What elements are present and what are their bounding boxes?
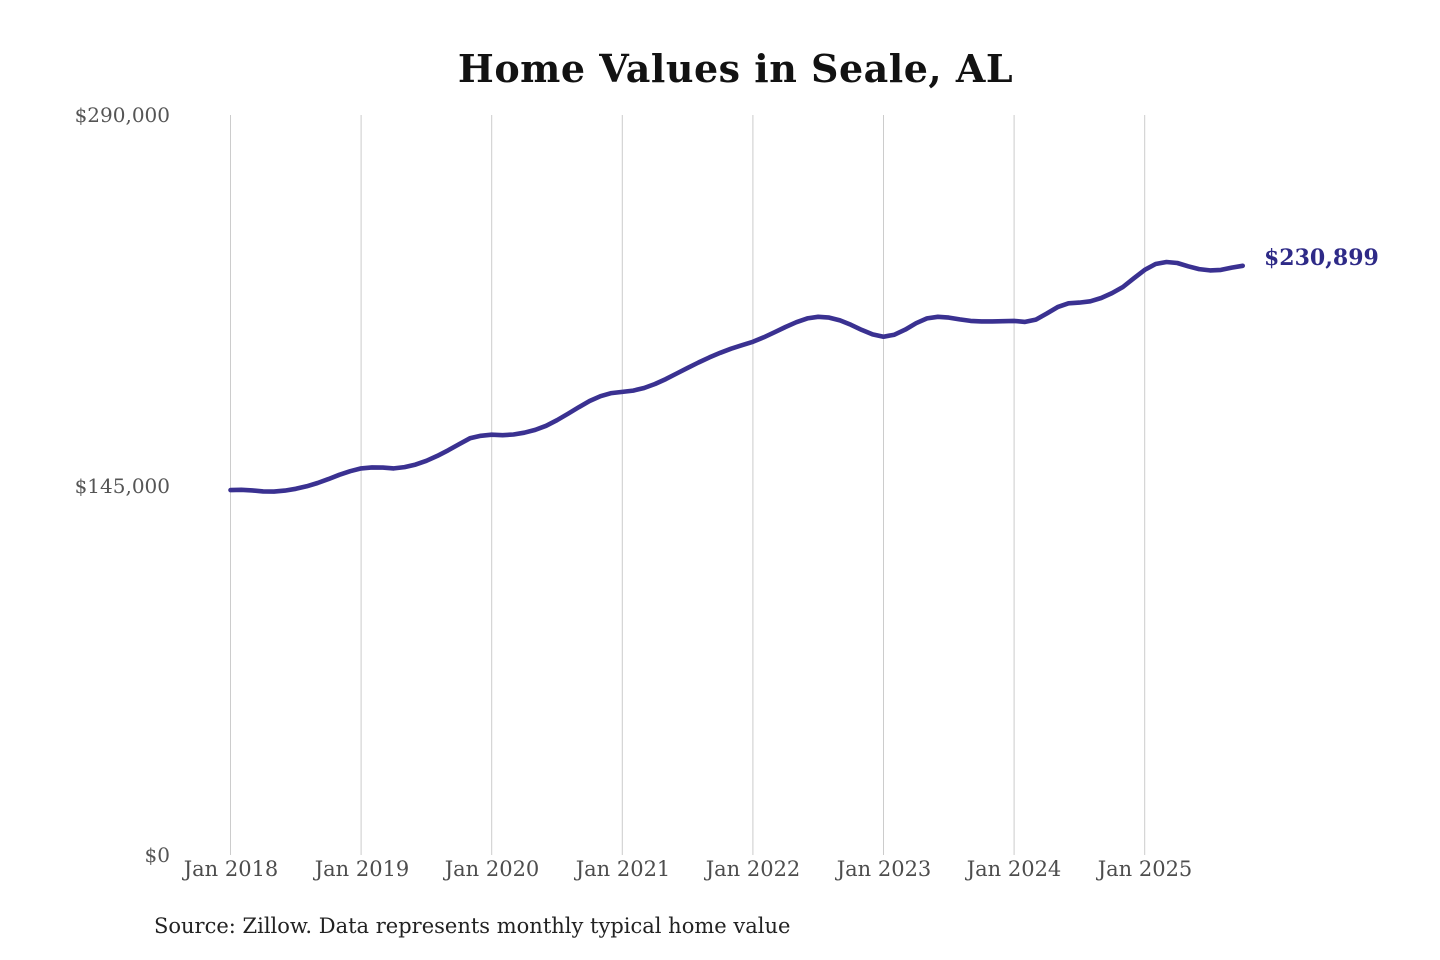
x-axis-tick-jan-2022: Jan 2022 <box>705 857 801 881</box>
vertical-gridlines <box>230 115 1146 855</box>
y-axis-tick-145000: $145,000 <box>74 474 170 498</box>
latest-value-label: $230,899 <box>1264 245 1379 271</box>
x-axis-tick-jan-2020: Jan 2020 <box>444 857 540 881</box>
source-note: Source: Zillow. Data represents monthly … <box>154 914 791 938</box>
y-axis-tick-290000: $290,000 <box>74 103 170 127</box>
x-axis-tick-jan-2019: Jan 2019 <box>314 857 410 881</box>
x-axis-tick-jan-2018: Jan 2018 <box>183 857 279 881</box>
x-axis-tick-jan-2023: Jan 2023 <box>836 857 932 881</box>
home-value-line-series <box>228 259 1245 494</box>
x-axis-tick-jan-2025: Jan 2025 <box>1097 857 1193 881</box>
x-axis-tick-jan-2024: Jan 2024 <box>966 857 1062 881</box>
x-axis-tick-jan-2021: Jan 2021 <box>575 857 671 881</box>
chart-title: Home Values in Seale, AL <box>457 46 1014 91</box>
y-axis-tick-0: $0 <box>144 843 170 867</box>
